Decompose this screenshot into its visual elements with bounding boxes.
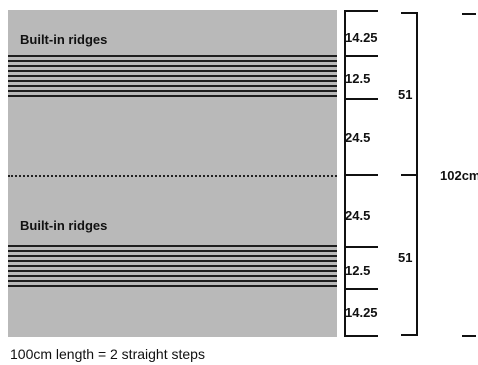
ridge-line [8,80,337,82]
middle-tick [401,12,418,14]
segment-label-bottom-1: 24.5 [345,208,371,223]
middle-tick [401,174,418,176]
segment-label-top-3: 24.5 [345,130,371,145]
middle-label-bottom: 51 [398,250,413,265]
ridge-line [8,75,337,77]
center-dotted-line [8,175,337,177]
outer-tick [462,335,476,337]
ridge-line [8,85,337,87]
inner-tick [344,174,378,176]
ridge-line [8,285,337,287]
ridge-line [8,95,337,97]
segment-label-top-2: 12.5 [345,71,371,86]
ridge-line [8,255,337,257]
outer-label: 102cm [440,168,478,183]
segment-label-bottom-2: 12.5 [345,263,371,278]
inner-dimension-line [344,10,346,337]
inner-tick [344,246,378,248]
inner-tick [344,98,378,100]
inner-tick [344,55,378,57]
ridge-line [8,265,337,267]
ridge-line [8,280,337,282]
caption: 100cm length = 2 straight steps [10,346,205,362]
segment-label-top-1: 14.25 [345,30,378,45]
ridge-line [8,60,337,62]
ridges-label-top: Built-in ridges [20,32,108,47]
inner-tick [344,10,378,12]
ridge-line [8,275,337,277]
middle-label-top: 51 [398,87,413,102]
inner-tick [344,288,378,290]
ridge-line [8,55,337,57]
ridge-line [8,270,337,272]
ridge-line [8,90,337,92]
ridge-line [8,70,337,72]
ridges-label-bottom: Built-in ridges [20,218,108,233]
ridge-line [8,250,337,252]
ridge-line [8,245,337,247]
ridge-line [8,260,337,262]
step-panel [8,10,337,337]
outer-tick [462,13,476,15]
ridge-line [8,65,337,67]
middle-tick [401,334,418,336]
inner-tick [344,335,378,337]
segment-label-bottom-3: 14.25 [345,305,378,320]
